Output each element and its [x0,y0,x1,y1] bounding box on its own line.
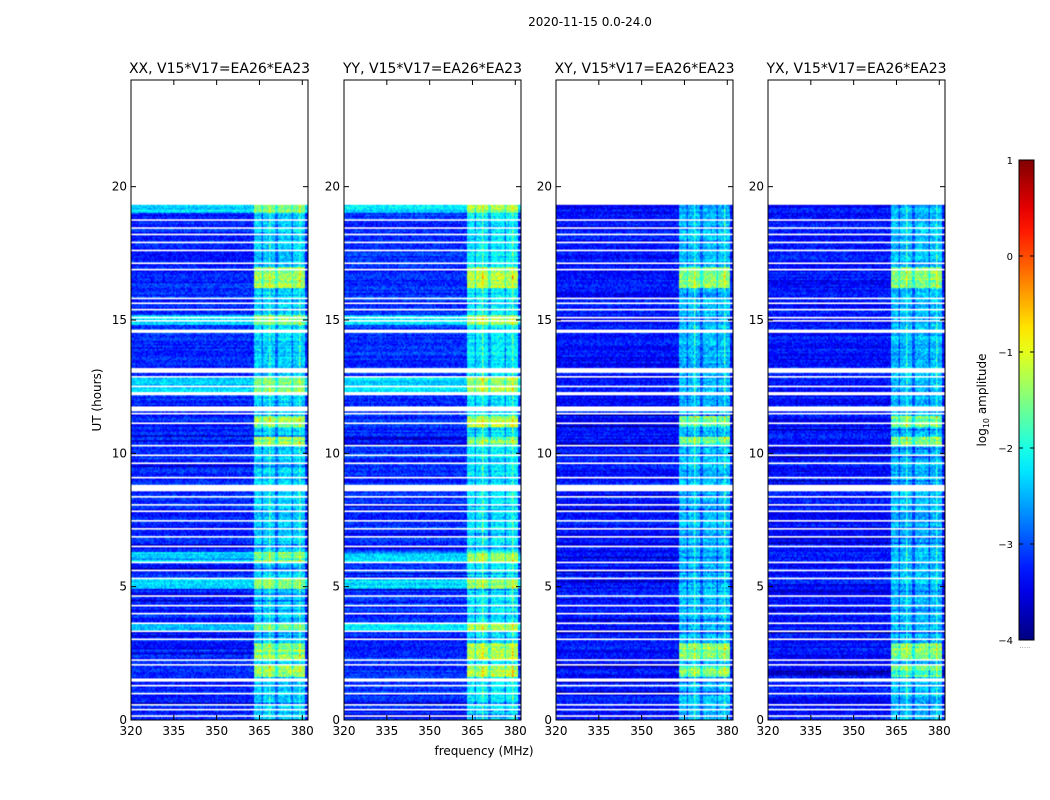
y-tick-label: 20 [749,180,764,194]
colorbar-tick-label: −3 [998,540,1013,551]
x-tick-label: 380 [928,724,951,738]
y-tick-label: 15 [749,313,764,327]
x-tick-label: 350 [418,724,441,738]
y-tick-label: 20 [112,180,127,194]
x-tick-label: 320 [757,724,780,738]
panel-2: XY, V15*V17=EA26*EA23 320 335 350 365 380 0 5 10… [537,61,739,738]
colorbar-label-log: log [975,428,989,446]
axes-frame-2 [555,79,734,721]
colorbar-extra-tick: ..... [1019,642,1030,650]
y-tick-label: 15 [325,313,340,327]
colorbar-tick-label: −4 [998,636,1013,647]
y-tick-label: 5 [119,580,127,594]
x-axis-label: frequency (MHz) [434,744,533,758]
panel-3: YX, V15*V17=EA26*EA23 320 335 350 365 380 0 5 10… [749,61,951,738]
y-tick-label: 10 [325,446,340,460]
x-tick-label: 320 [120,724,143,738]
y-tick-label: 15 [537,313,552,327]
y-tick-label: 5 [544,580,552,594]
panel-title: XX, V15*V17=EA26*EA23 [129,61,310,77]
panel-title: YX, V15*V17=EA26*EA23 [765,61,946,77]
heatmap-raster-1 [344,80,521,720]
heatmap-raster-2 [556,80,733,720]
y-tick-label: 0 [119,713,127,727]
x-tick-label: 335 [375,724,398,738]
x-tick-label: 380 [716,724,739,738]
colorbar: −4 −3 −2 −1 0 1 [998,156,1035,647]
y-tick-label: 10 [537,446,552,460]
y-axis-label: UT (hours) [90,368,104,431]
y-tick-label: 5 [756,580,764,594]
panel-1: YY, V15*V17=EA26*EA23 320 335 350 365 380 0 5 10… [325,61,527,738]
x-tick-label: 365 [673,724,696,738]
axes-frame-3 [767,79,946,721]
y-tick-label: 10 [749,446,764,460]
y-tick-label: 0 [544,713,552,727]
x-tick-label: 320 [545,724,568,738]
y-tick-label: 15 [112,313,127,327]
figure-suptitle: 2020-11-15 0.0-24.0 [528,15,652,29]
panel-0: XX, V15*V17=EA26*EA23 320 335 350 365 380 0 5 10… [112,61,314,738]
colorbar-label-amplitude: amplitude [975,354,989,418]
colorbar-tick-label: 0 [1007,252,1013,263]
x-tick-label: 350 [842,724,865,738]
colorbar-label: log10 amplitude [975,354,991,447]
x-tick-label: 380 [504,724,527,738]
x-tick-label: 335 [162,724,185,738]
y-tick-label: 0 [756,713,764,727]
panel-title: YY, V15*V17=EA26*EA23 [342,61,522,77]
y-tick-label: 20 [325,180,340,194]
x-tick-label: 365 [461,724,484,738]
axes-frame-1 [343,79,522,721]
x-tick-label: 335 [587,724,610,738]
x-tick-label: 320 [333,724,356,738]
colorbar-tick-label: −2 [998,444,1013,455]
y-tick-label: 10 [112,446,127,460]
colorbar-tick-label: 1 [1007,156,1013,167]
colorbar-bar [1018,159,1035,641]
x-tick-label: 380 [291,724,314,738]
x-tick-label: 365 [248,724,271,738]
panels-group: XX, V15*V17=EA26*EA23 320 335 350 365 380 0 5 10… [112,61,951,738]
x-tick-label: 350 [205,724,228,738]
y-tick-label: 0 [332,713,340,727]
heatmap-raster-0 [131,80,308,720]
y-tick-label: 5 [332,580,340,594]
colorbar-label-sub: 10 [982,418,991,428]
x-tick-label: 350 [630,724,653,738]
colorbar-tick-label: −1 [998,348,1013,359]
x-tick-label: 335 [799,724,822,738]
axes-frame-0 [130,79,309,721]
x-tick-label: 365 [885,724,908,738]
heatmap-raster-3 [768,80,945,720]
panel-title: XY, V15*V17=EA26*EA23 [554,61,734,77]
y-tick-label: 20 [537,180,552,194]
